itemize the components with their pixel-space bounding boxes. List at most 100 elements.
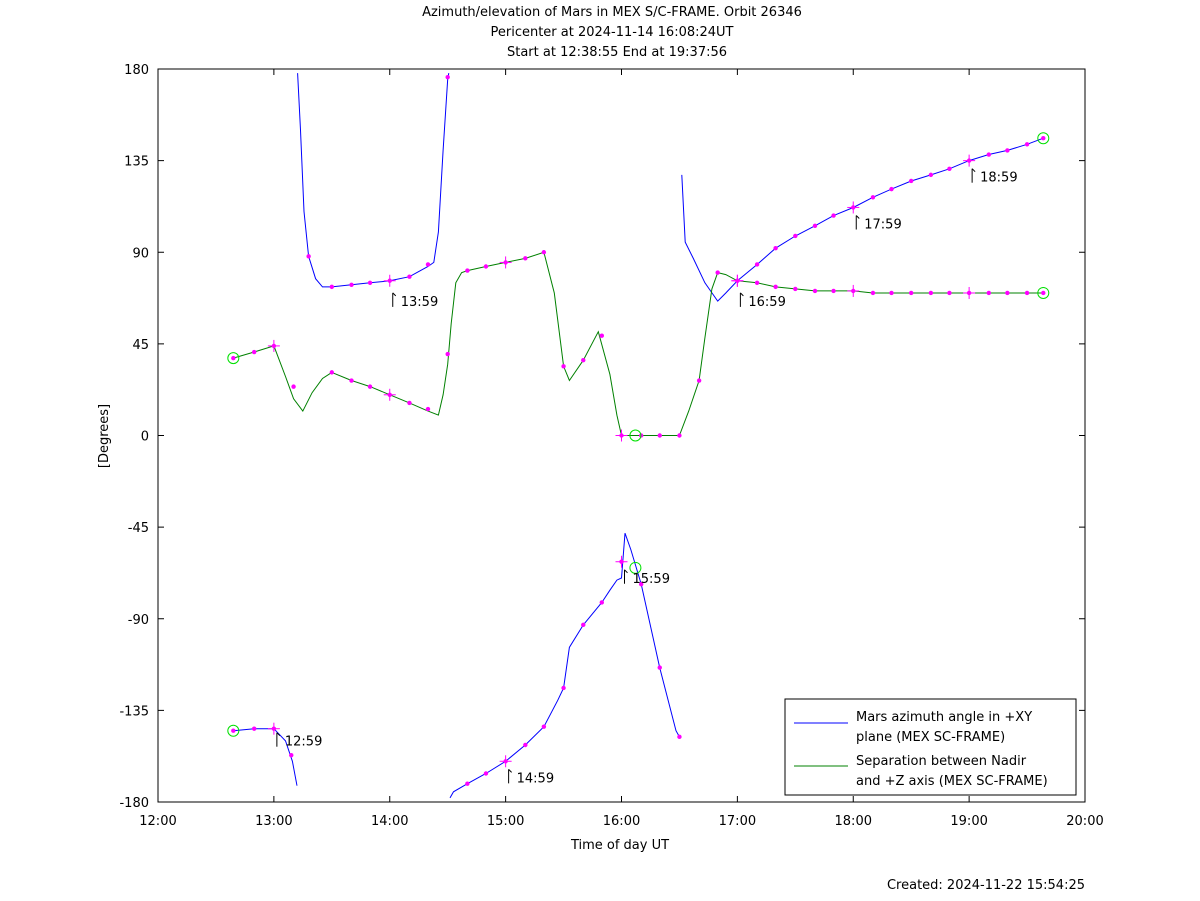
x-tick-label: 13:00	[255, 814, 292, 829]
separation-marker	[696, 378, 702, 383]
hour-cross-marker	[731, 274, 744, 287]
separation-marker	[1005, 290, 1010, 296]
hour-cross-marker	[267, 339, 280, 352]
y-axis-label: [Degrees]	[97, 404, 112, 468]
y-tick-label: -135	[119, 704, 149, 719]
created-timestamp: Created: 2024-11-22 15:54:25	[887, 878, 1085, 893]
marker-layer	[227, 74, 1050, 786]
separation-marker	[329, 370, 335, 375]
separation-marker	[291, 384, 296, 389]
time-annotation: 14:59	[508, 768, 554, 786]
hour-cross-marker	[615, 429, 628, 442]
endpoint-circle-marker	[1037, 132, 1050, 145]
azimuth-marker	[754, 262, 760, 267]
separation-marker	[677, 433, 682, 438]
time-annotation-label: 12:59	[285, 735, 322, 750]
time-annotation-label: 14:59	[517, 771, 554, 786]
series-layer	[233, 73, 1044, 799]
time-annotation-label: 18:59	[980, 171, 1017, 186]
x-tick-label: 16:00	[603, 814, 640, 829]
azimuth-marker	[523, 742, 528, 748]
separation-marker	[870, 290, 876, 296]
separation-marker	[349, 378, 354, 383]
hour-cross-marker	[383, 388, 396, 401]
chart-title: Azimuth/elevation of Mars in MEX S/C-FRA…	[422, 5, 802, 20]
separation-marker	[367, 384, 373, 389]
x-tick-label: 20:00	[1066, 814, 1103, 829]
azimuth-marker	[773, 245, 778, 251]
y-tick-label: 45	[132, 338, 149, 353]
annotation-layer: 12:59 13:59 14:59 15:59 16:59 17:59 18:59	[276, 168, 1018, 786]
azimuth-marker	[407, 274, 412, 279]
endpoint-circle-marker	[629, 429, 642, 442]
y-tick-label: -90	[128, 613, 149, 628]
azimuth-marker	[329, 284, 335, 290]
separation-marker	[407, 400, 412, 406]
hour-cross-marker	[499, 256, 512, 269]
legend-label-separation-line2: and +Z axis (MEX SC-FRAME)	[856, 774, 1048, 789]
azimuth-marker	[1041, 136, 1046, 141]
separation-marker	[231, 355, 236, 361]
time-annotation: 13:59	[392, 292, 438, 310]
time-annotation: 18:59	[971, 168, 1018, 186]
separation-marker	[947, 290, 952, 296]
y-tick-label: 180	[124, 63, 149, 78]
separation-marker	[1041, 290, 1046, 296]
azimuth-marker	[581, 622, 586, 628]
azimuth-marker	[445, 74, 450, 80]
x-tick-label: 19:00	[950, 814, 987, 829]
x-tick-label: 14:00	[371, 814, 408, 829]
time-annotation-label: 15:59	[633, 572, 670, 587]
x-tick-label: 12:00	[139, 814, 176, 829]
separation-marker	[889, 290, 894, 296]
time-annotation: 12:59	[276, 732, 322, 750]
y-axis: 180 135 90 45 0 -45 -90 -135 -180	[119, 63, 1085, 811]
separation-marker	[251, 349, 257, 355]
time-annotation-label: 17:59	[864, 218, 901, 233]
separation-marker	[465, 268, 470, 273]
azimuth-marker	[986, 152, 992, 157]
endpoint-circle-marker	[227, 352, 240, 365]
hour-cross-marker	[963, 154, 976, 167]
azimuth-marker	[231, 728, 236, 733]
separation-marker	[1024, 290, 1030, 296]
x-tick-label: 15:00	[487, 814, 524, 829]
azimuth-marker	[831, 213, 836, 218]
separation-marker	[831, 288, 836, 294]
separation-marker	[986, 290, 992, 296]
azimuth-marker	[349, 282, 354, 288]
time-annotation-label: 16:59	[748, 295, 785, 310]
x-tick-label: 17:00	[719, 814, 756, 829]
azimuth-marker	[465, 781, 470, 786]
azimuth-marker	[947, 166, 952, 171]
time-annotation: 16:59	[739, 292, 786, 310]
y-tick-label: 135	[124, 155, 149, 170]
y-tick-label: -45	[128, 521, 149, 536]
separation-marker	[483, 264, 489, 269]
azimuth-marker	[425, 262, 431, 267]
separation-marker	[599, 333, 605, 338]
azimuth-marker	[889, 186, 894, 192]
hour-cross-marker	[847, 201, 860, 214]
azimuth-marker	[908, 178, 914, 184]
legend-label-azimuth-line1: Mars azimuth angle in +XY	[856, 710, 1032, 725]
azimuth-marker	[561, 685, 566, 691]
hour-cross-marker	[847, 284, 860, 297]
azimuth-marker	[367, 280, 373, 285]
azimuth-marker	[483, 771, 489, 776]
y-tick-label: 0	[141, 430, 149, 445]
time-annotation: 17:59	[855, 215, 902, 233]
separation-marker	[425, 406, 431, 412]
legend-box	[784, 698, 1077, 796]
hour-cross-marker	[267, 722, 280, 735]
time-annotation: 15:59	[624, 569, 670, 587]
azimuth-marker	[870, 195, 876, 200]
azimuth-marker	[677, 734, 682, 740]
hour-cross-marker	[499, 755, 512, 768]
x-axis: 12:00 13:00 14:00 15:00 16:00 17:00 18:00 19:00…	[139, 69, 1104, 829]
hour-cross-marker	[963, 286, 976, 299]
azimuth-marker	[251, 726, 257, 731]
azimuth-marker	[306, 254, 311, 259]
azimuth-marker	[638, 581, 644, 587]
